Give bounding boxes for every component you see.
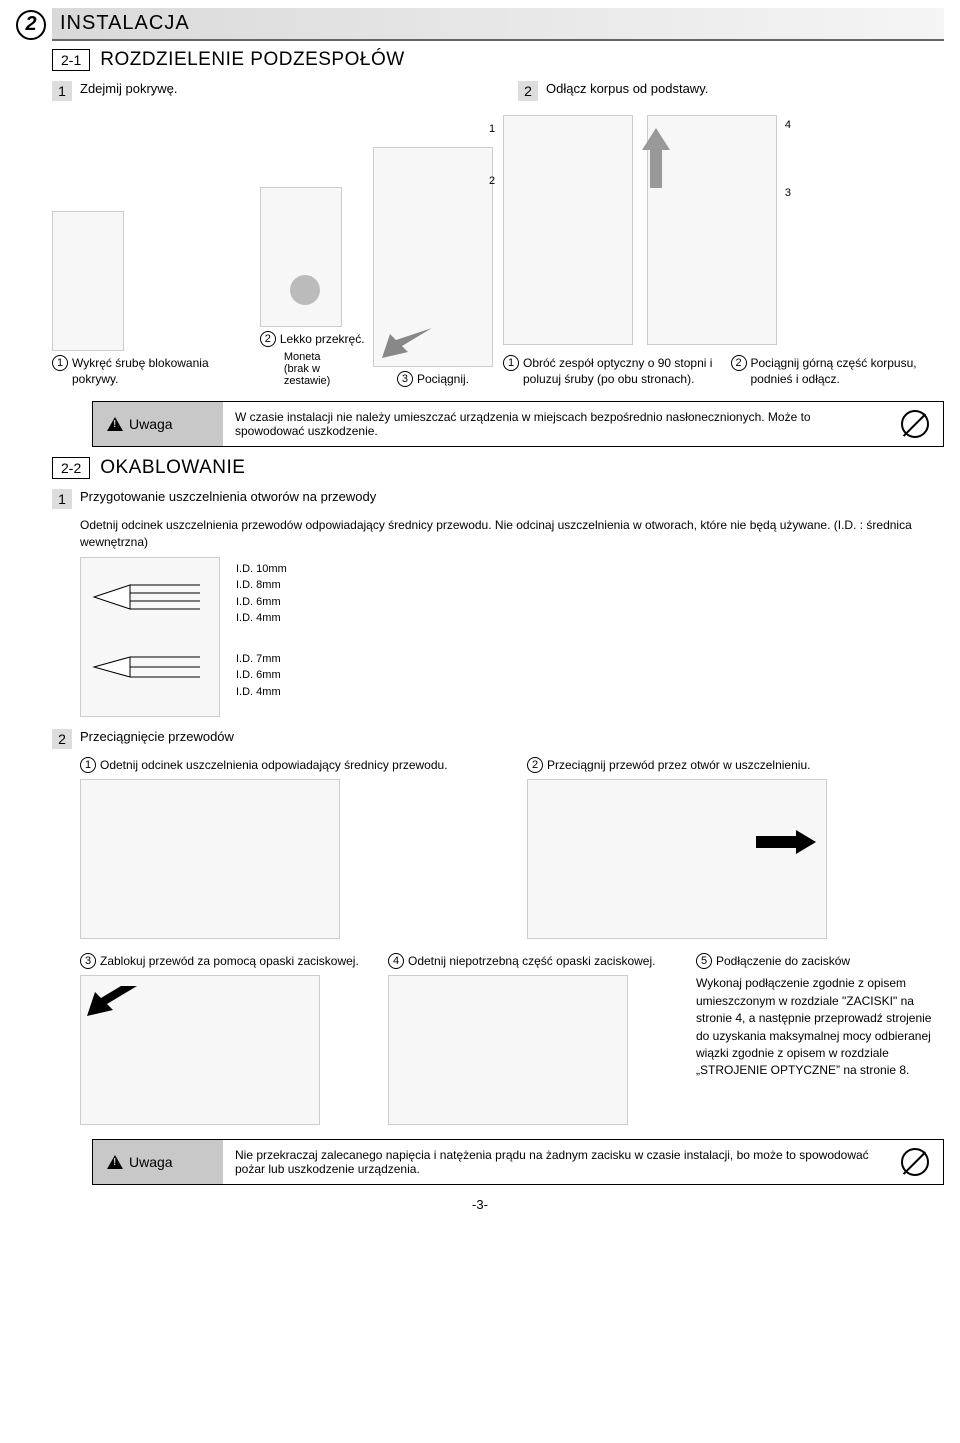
step-1: 1 Zdejmij pokrywę. — [52, 81, 478, 101]
id-row: I.D. 6mm — [236, 667, 287, 684]
warning-icon — [107, 1155, 123, 1169]
callout-e4: 4 Odetnij niepotrzebną część opaski zaci… — [388, 953, 678, 969]
id-row: I.D. 7mm — [236, 651, 287, 668]
circle-number: 5 — [696, 953, 712, 969]
warning-icon — [107, 417, 123, 431]
callout-text: Lekko przekręć. — [280, 331, 365, 347]
step-text: Przygotowanie uszczelnienia otworów na p… — [80, 489, 376, 504]
step-number: 2 — [52, 729, 72, 749]
diagram-callout-4: 4 — [785, 119, 791, 131]
arrow-down-left-icon — [382, 328, 432, 358]
caution-text: W czasie instalacji nie należy umieszcza… — [223, 402, 887, 446]
e5-paragraph: Wykonaj podłączenie zgodnie z opisem umi… — [696, 975, 944, 1079]
prohibit-icon — [901, 1148, 929, 1176]
step-text: Odłącz korpus od podstawy. — [546, 81, 708, 96]
moneta-label: Moneta — [284, 351, 367, 363]
id-row: I.D. 4mm — [236, 684, 287, 701]
wiring-paragraph: Odetnij odcinek uszczelnienia przewodów … — [80, 517, 944, 551]
step-2-2-1: 1 Przygotowanie uszczelnienia otworów na… — [52, 489, 944, 509]
callout-text: Wykręć śrubę blokowania pokrywy. — [72, 355, 254, 387]
caution-box-2: Uwaga Nie przekraczaj zalecanego napięci… — [92, 1139, 944, 1185]
section-header: 2 INSTALACJA — [16, 8, 944, 41]
id-row: I.D. 6mm — [236, 594, 287, 611]
subsection-badge: 2-2 — [52, 457, 90, 479]
circle-number: 1 — [80, 757, 96, 773]
callout-e1: 1 Odetnij odcinek uszczelnienia odpowiad… — [80, 757, 497, 773]
circle-number: 3 — [80, 953, 96, 969]
callout-text: Obróć zespół optyczny o 90 stopni i polu… — [523, 355, 717, 387]
step-number: 1 — [52, 489, 72, 509]
step-number: 1 — [52, 81, 72, 101]
callout-3: 3 Pociągnij. — [397, 371, 469, 387]
id-list-1: I.D. 10mm I.D. 8mm I.D. 6mm I.D. 4mm — [236, 561, 287, 627]
callout-e3: 3 Zablokuj przewód za pomocą opaski zaci… — [80, 953, 370, 969]
id-row: I.D. 10mm — [236, 561, 287, 578]
id-row: I.D. 8mm — [236, 577, 287, 594]
arrow-up-left-icon — [87, 986, 137, 1016]
seal-svg — [90, 567, 210, 707]
callout-text: Przeciągnij przewód przez otwór w uszcze… — [547, 757, 810, 773]
page-number: -3- — [16, 1197, 944, 1212]
circle-number: 2 — [527, 757, 543, 773]
diagram-callout-2: 2 — [489, 175, 495, 187]
subsection-2-1-header: 2-1 ROZDZIELENIE PODZESPOŁÓW — [52, 49, 944, 71]
caution-title: Uwaga — [129, 416, 173, 432]
diagram-callout-1: 1 — [489, 123, 495, 135]
subsection-title: OKABLOWANIE — [100, 457, 245, 479]
diagram-callout-3: 3 — [785, 187, 791, 199]
callout-1: 1 Wykręć śrubę blokowania pokrywy. — [52, 355, 254, 387]
figure-body-2 — [647, 115, 777, 345]
callout-text: Zablokuj przewód za pomocą opaski zacisk… — [100, 953, 359, 969]
circle-number: 3 — [397, 371, 413, 387]
circle-number: 4 — [388, 953, 404, 969]
section-number-circle: 2 — [16, 10, 46, 40]
caution-text: Nie przekraczaj zalecanego napięcia i na… — [223, 1140, 887, 1184]
id-list-2: I.D. 7mm I.D. 6mm I.D. 4mm — [236, 651, 287, 701]
callout-text: Pociągnij. — [417, 371, 469, 387]
step-text: Przeciągnięcie przewodów — [80, 729, 234, 744]
arrow-up-icon — [642, 128, 670, 188]
id-row: I.D. 4mm — [236, 610, 287, 627]
caution-box-1: Uwaga W czasie instalacji nie należy umi… — [92, 401, 944, 447]
step-text: Zdejmij pokrywę. — [80, 81, 178, 96]
figure-seal-diagram — [80, 557, 220, 717]
prohibit-icon — [901, 410, 929, 438]
figure-wire-4 — [388, 975, 628, 1125]
figure-wire-1 — [80, 779, 340, 939]
figure-body-1 — [503, 115, 633, 345]
subsection-badge: 2-1 — [52, 49, 90, 71]
figure-cover-1 — [52, 211, 124, 351]
callout-text: Odetnij odcinek uszczelnienia odpowiadaj… — [100, 757, 448, 773]
circle-number: 2 — [731, 355, 747, 371]
circle-number: 2 — [260, 331, 276, 347]
step-2: 2 Odłącz korpus od podstawy. — [518, 81, 944, 101]
callout-d1: 1 Obróć zespół optyczny o 90 stopni i po… — [503, 355, 717, 387]
callout-e5: 5 Podłączenie do zacisków — [696, 953, 944, 969]
caution-title: Uwaga — [129, 1154, 173, 1170]
callout-2: 2 Lekko przekręć. — [260, 331, 367, 347]
moneta-note: (brak w zestawie) — [284, 363, 367, 387]
caution-label: Uwaga — [93, 1140, 223, 1184]
section-title: INSTALACJA — [52, 8, 944, 41]
subsection-title: ROZDZIELENIE PODZESPOŁÓW — [100, 49, 404, 71]
figure-wire-3 — [80, 975, 320, 1125]
figure-cover-pull — [373, 147, 493, 367]
arrow-right-icon — [756, 830, 816, 854]
coin-icon — [290, 275, 320, 305]
caution-label: Uwaga — [93, 402, 223, 446]
step-number: 2 — [518, 81, 538, 101]
circle-number: 1 — [503, 355, 519, 371]
callout-d2: 2 Pociągnij górną część korpusu, podnieś… — [731, 355, 945, 387]
figure-cover-2 — [260, 187, 342, 327]
figure-wire-2 — [527, 779, 827, 939]
circle-number: 1 — [52, 355, 68, 371]
callout-text: Podłączenie do zacisków — [716, 953, 850, 969]
callout-text: Odetnij niepotrzebną część opaski zacisk… — [408, 953, 655, 969]
callout-e2: 2 Przeciągnij przewód przez otwór w uszc… — [527, 757, 944, 773]
subsection-2-2-header: 2-2 OKABLOWANIE — [52, 457, 944, 479]
step-2-2-2: 2 Przeciągnięcie przewodów — [52, 729, 944, 749]
callout-text: Pociągnij górną część korpusu, podnieś i… — [751, 355, 945, 387]
